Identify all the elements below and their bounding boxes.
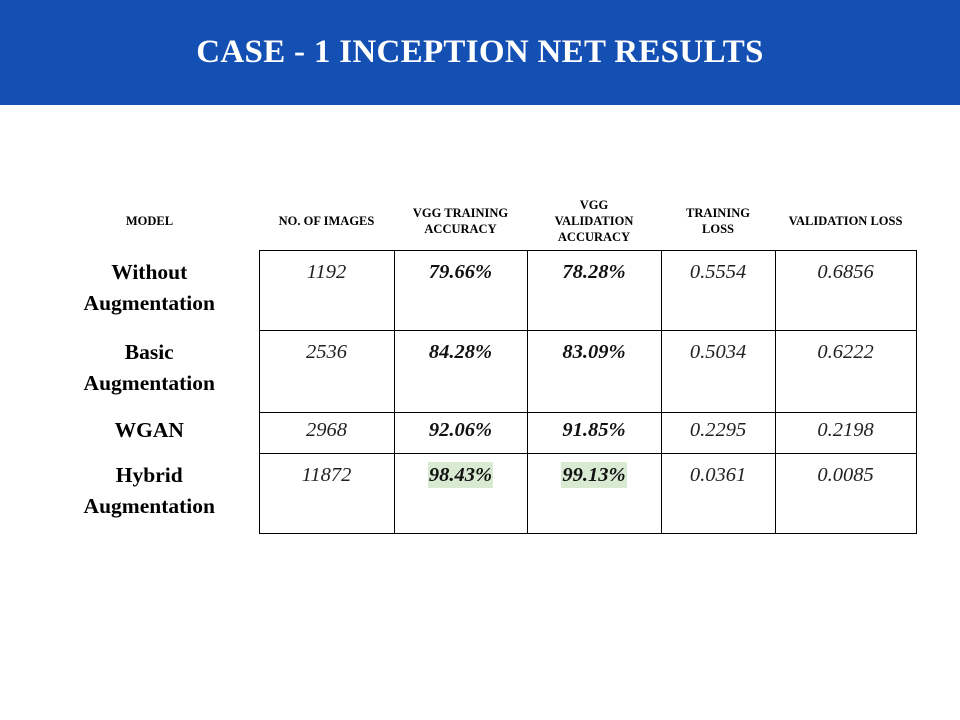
train-loss-cell: 0.0361 [660, 453, 776, 534]
model-label: WGAN [114, 417, 184, 442]
header-val-accuracy: VGG VALIDATION ACCURACY [554, 198, 634, 244]
train-accuracy-cell: 92.06% [393, 412, 528, 454]
train-loss-cell: 0.5554 [660, 250, 776, 331]
header-row: MODEL NO. OF IMAGES VGG TRAINING ACCURAC… [40, 192, 916, 251]
highlighted-value: 99.13% [561, 462, 627, 488]
train-accuracy-cell: 84.28% [393, 330, 528, 413]
model-name: Basic Augmentation [40, 331, 259, 413]
table-row: WGAN 2968 92.06% 91.85% 0.2295 0.2198 [40, 412, 917, 454]
table-row: Without Augmentation 1192 79.66% 78.28% … [40, 250, 917, 331]
val-accuracy-cell: 83.09% [526, 330, 662, 413]
header-model: MODEL [125, 214, 174, 229]
val-loss-cell: 0.0085 [774, 453, 917, 534]
results-table: MODEL NO. OF IMAGES VGG TRAINING ACCURAC… [40, 192, 917, 534]
model-label: Basic Augmentation [83, 339, 215, 395]
model-label: Hybrid Augmentation [83, 462, 215, 518]
table-row: Hybrid Augmentation 11872 98.43% 99.13% … [40, 453, 917, 534]
train-loss-cell: 0.2295 [660, 412, 776, 454]
header-train-loss: TRAINING LOSS [686, 206, 750, 236]
images-cell: 1192 [258, 250, 395, 331]
val-loss-cell: 0.2198 [774, 412, 917, 454]
images-cell: 2536 [258, 330, 395, 413]
table-row: Basic Augmentation 2536 84.28% 83.09% 0.… [40, 330, 917, 413]
val-accuracy-cell: 78.28% [526, 250, 662, 331]
title-bar: CASE - 1 INCEPTION NET RESULTS [0, 0, 960, 105]
train-loss-cell: 0.5034 [660, 330, 776, 413]
train-accuracy-cell: 79.66% [393, 250, 528, 331]
model-label: Without Augmentation [83, 259, 215, 315]
val-loss-cell: 0.6222 [774, 330, 917, 413]
val-accuracy-cell: 91.85% [526, 412, 662, 454]
val-loss-cell: 0.6856 [774, 250, 917, 331]
header-val-loss: VALIDATION LOSS [788, 214, 903, 228]
slide-title: CASE - 1 INCEPTION NET RESULTS [196, 34, 764, 70]
train-accuracy-cell: 98.43% [393, 453, 528, 534]
model-name: WGAN [40, 413, 259, 454]
header-train-accuracy: VGG TRAINING ACCURACY [412, 206, 509, 236]
highlighted-value: 98.43% [427, 462, 494, 488]
model-name: Without Augmentation [40, 251, 259, 331]
model-name: Hybrid Augmentation [40, 454, 259, 534]
val-accuracy-cell: 99.13% [526, 453, 662, 534]
images-cell: 11872 [258, 453, 395, 534]
header-images: NO. OF IMAGES [278, 214, 375, 228]
images-cell: 2968 [258, 412, 395, 454]
